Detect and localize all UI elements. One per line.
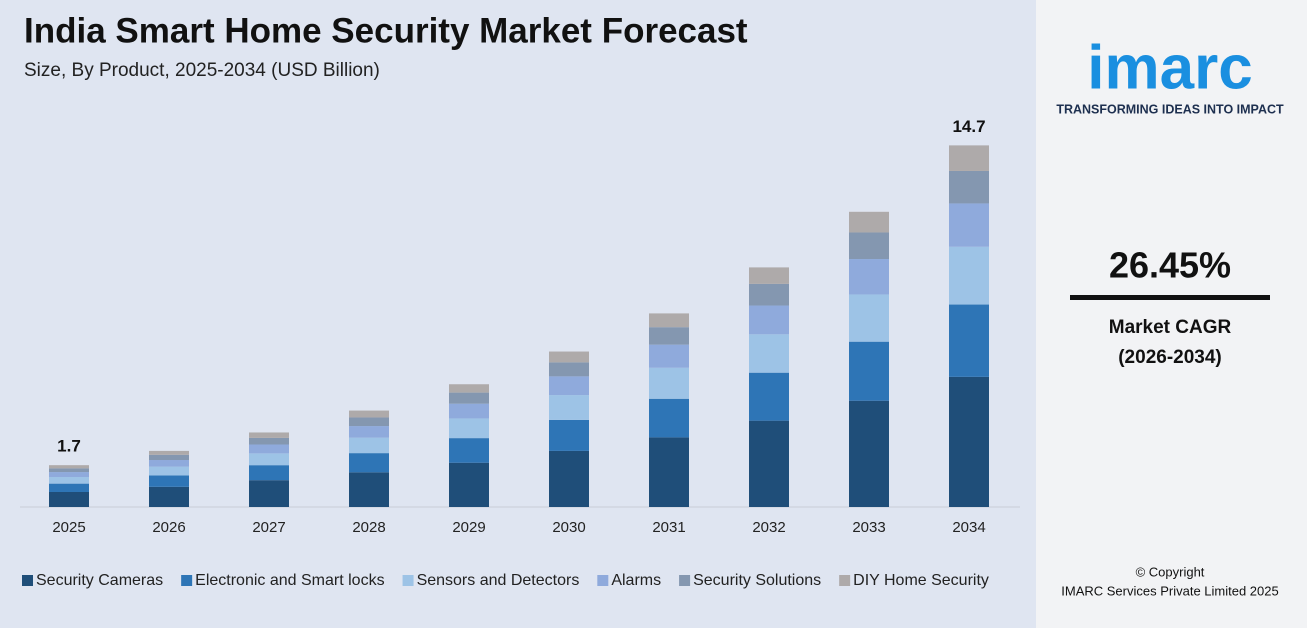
legend-label: Security Solutions (693, 572, 821, 589)
bar-segment (549, 376, 589, 396)
bar-segment (449, 438, 489, 463)
logo: imarc (1087, 33, 1252, 102)
bar-segment (949, 170, 989, 204)
x-tick-label: 2034 (952, 519, 985, 536)
legend-label: Electronic and Smart locks (195, 572, 384, 589)
bar-segment (249, 444, 289, 454)
bar-segment (949, 304, 989, 377)
bar-segment (349, 417, 389, 427)
cagr-period: (2026-2034) (1118, 347, 1222, 368)
bar-segment (849, 341, 889, 401)
bar-segment (249, 453, 289, 466)
legend-swatch (679, 575, 691, 586)
bar-segment (649, 437, 689, 507)
x-tick-label: 2025 (52, 519, 85, 536)
bar-segment (249, 465, 289, 481)
legend-label: Sensors and Detectors (417, 572, 580, 589)
bar-segment (249, 437, 289, 445)
x-tick-label: 2032 (752, 519, 785, 536)
bar-segment (749, 305, 789, 335)
bar-segment (49, 472, 89, 477)
total-label: 14.7 (952, 117, 985, 136)
bar-segment (149, 460, 189, 467)
bar-segment (949, 203, 989, 247)
bar-segment (49, 491, 89, 507)
bar-segment (149, 486, 189, 507)
chart-title: India Smart Home Security Market Forecas… (24, 11, 748, 50)
bar-segment (649, 313, 689, 328)
bar-segment (849, 211, 889, 233)
bar-segment (449, 418, 489, 439)
cagr-divider (1070, 295, 1270, 300)
bar-segment (349, 410, 389, 418)
x-tick-label: 2030 (552, 519, 585, 536)
legend-swatch (839, 575, 851, 586)
x-tick-label: 2028 (352, 519, 385, 536)
cagr-label: Market CAGR (1109, 317, 1232, 338)
x-tick-label: 2026 (152, 519, 185, 536)
bar-segment (949, 145, 989, 171)
bar-segment (849, 259, 889, 295)
bar-segment (249, 480, 289, 507)
bar-segment (149, 466, 189, 476)
bar-segment (149, 454, 189, 461)
bar-segment (749, 372, 789, 421)
x-tick-label: 2029 (452, 519, 485, 536)
bar-segment (649, 327, 689, 345)
bar-segment (349, 453, 389, 473)
bar-segment (749, 267, 789, 284)
bar-segment (249, 432, 289, 438)
x-tick-label: 2031 (652, 519, 685, 536)
bar-segment (649, 344, 689, 368)
bar-segment (149, 450, 189, 455)
bar-segment (949, 246, 989, 305)
bar-segment (949, 376, 989, 507)
bar-segment (749, 283, 789, 306)
bar-segment (649, 398, 689, 438)
chart-subtitle: Size, By Product, 2025-2034 (USD Billion… (24, 60, 380, 81)
bar-segment (449, 403, 489, 419)
legend-swatch (181, 575, 193, 586)
copyright: © Copyright (1136, 564, 1205, 579)
bar-segment (849, 400, 889, 507)
legend-label: Alarms (611, 572, 661, 589)
bar-segment (549, 419, 589, 451)
company: IMARC Services Private Limited 2025 (1061, 583, 1278, 598)
bar-segment (549, 362, 589, 377)
legend-swatch (597, 575, 609, 586)
bar-segment (349, 472, 389, 507)
bar-segment (449, 392, 489, 404)
legend-swatch (402, 575, 414, 586)
x-tick-label: 2033 (852, 519, 885, 536)
cagr-value: 26.45% (1109, 245, 1231, 286)
bar-segment (849, 294, 889, 342)
legend-swatch (22, 575, 33, 586)
bar-segment (749, 420, 789, 507)
bar-segment (349, 426, 389, 438)
bar-segment (849, 232, 889, 260)
sidebar-background (1036, 0, 1307, 628)
legend-label: DIY Home Security (853, 572, 989, 589)
bar-segment (49, 476, 89, 484)
tagline: TRANSFORMING IDEAS INTO IMPACT (1056, 102, 1284, 116)
bar-segment (649, 367, 689, 399)
bar-segment (49, 468, 89, 473)
x-tick-label: 2027 (252, 519, 285, 536)
legend-label: Security Cameras (36, 572, 163, 589)
bar-segment (749, 334, 789, 373)
bar-segment (149, 475, 189, 487)
bar-segment (549, 395, 589, 420)
bar-segment (49, 465, 89, 469)
bar-segment (449, 384, 489, 393)
bar-segment (549, 351, 589, 363)
bar-segment (549, 450, 589, 507)
bar-segment (449, 462, 489, 507)
bar-segment (349, 437, 389, 454)
total-label: 1.7 (57, 437, 81, 456)
bar-segment (49, 483, 89, 492)
